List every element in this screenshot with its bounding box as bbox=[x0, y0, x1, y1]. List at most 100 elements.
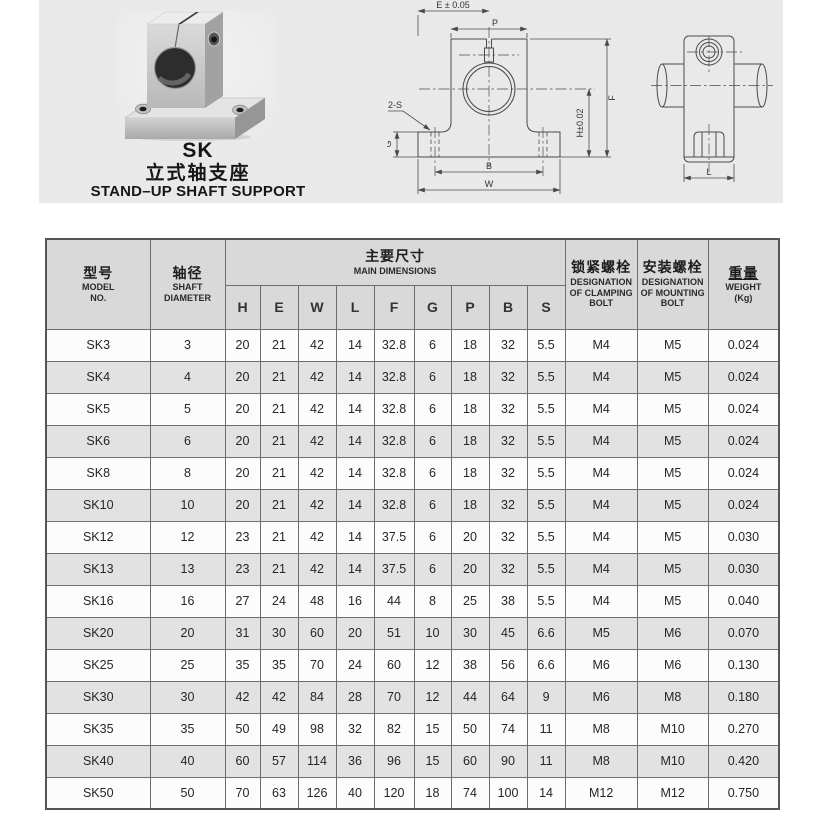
header-weight: 重量 WEIGHT (Kg) bbox=[707, 238, 780, 330]
cell-f: 32.8 bbox=[373, 456, 415, 490]
dim-label-p: P bbox=[492, 18, 498, 28]
cell-h: 20 bbox=[224, 424, 261, 458]
cell-f: 51 bbox=[373, 616, 415, 650]
cell-weight: 0.750 bbox=[707, 776, 780, 810]
header-dim-p: P bbox=[450, 284, 490, 330]
cell-s: 5.5 bbox=[526, 456, 566, 490]
cell-clamping-bolt: M5 bbox=[564, 616, 638, 650]
cell-w: 42 bbox=[297, 520, 337, 554]
cell-w: 48 bbox=[297, 584, 337, 618]
cell-p: 38 bbox=[450, 648, 490, 682]
cell-shaft-diameter: 4 bbox=[149, 360, 226, 394]
cell-clamping-bolt: M6 bbox=[564, 648, 638, 682]
cell-e: 49 bbox=[259, 712, 299, 746]
cell-l: 14 bbox=[335, 392, 375, 426]
cell-g: 15 bbox=[413, 712, 452, 746]
cell-s: 5.5 bbox=[526, 360, 566, 394]
cell-s: 5.5 bbox=[526, 328, 566, 362]
product-photo bbox=[117, 10, 277, 142]
cell-shaft-diameter: 3 bbox=[149, 328, 226, 362]
cell-g: 6 bbox=[413, 520, 452, 554]
cell-b: 32 bbox=[488, 520, 528, 554]
header-dim-w: W bbox=[297, 284, 337, 330]
cell-b: 38 bbox=[488, 584, 528, 618]
cell-p: 18 bbox=[450, 488, 490, 522]
cell-shaft-diameter: 10 bbox=[149, 488, 226, 522]
cell-mounting-bolt: M5 bbox=[636, 392, 709, 426]
table-row: SK50 50 70 63 126 40 120 18 74 100 14 M1… bbox=[45, 776, 780, 810]
cell-b: 74 bbox=[488, 712, 528, 746]
cell-s: 11 bbox=[526, 744, 566, 778]
cell-l: 16 bbox=[335, 584, 375, 618]
cell-h: 20 bbox=[224, 488, 261, 522]
cell-l: 14 bbox=[335, 456, 375, 490]
table-row: SK30 30 42 42 84 28 70 12 44 64 9 M6 M8 … bbox=[45, 680, 780, 714]
dim-label-h: H±0.02 bbox=[575, 109, 585, 138]
cell-model: SK35 bbox=[45, 712, 151, 746]
cell-b: 32 bbox=[488, 328, 528, 362]
cell-mounting-bolt: M10 bbox=[636, 712, 709, 746]
cell-s: 5.5 bbox=[526, 488, 566, 522]
cell-model: SK30 bbox=[45, 680, 151, 714]
cell-p: 18 bbox=[450, 360, 490, 394]
cell-h: 20 bbox=[224, 392, 261, 426]
cell-mounting-bolt: M5 bbox=[636, 456, 709, 490]
header-shaft-diameter: 轴径 SHAFT DIAMETER bbox=[149, 238, 226, 330]
cell-model: SK25 bbox=[45, 648, 151, 682]
cell-p: 25 bbox=[450, 584, 490, 618]
header-model: 型号 MODEL NO. bbox=[45, 238, 151, 330]
cell-w: 42 bbox=[297, 328, 337, 362]
cell-weight: 0.024 bbox=[707, 360, 780, 394]
cell-w: 70 bbox=[297, 648, 337, 682]
cell-e: 21 bbox=[259, 520, 299, 554]
header-clamping-bolt: 锁紧螺栓 DESIGNATION OF CLAMPING BOLT bbox=[564, 238, 638, 330]
header-dim-b: B bbox=[488, 284, 528, 330]
cell-weight: 0.024 bbox=[707, 456, 780, 490]
cell-clamping-bolt: M4 bbox=[564, 488, 638, 522]
product-title-block: SK 立式轴支座 STAND–UP SHAFT SUPPORT bbox=[78, 139, 318, 201]
cell-f: 32.8 bbox=[373, 392, 415, 426]
cell-h: 60 bbox=[224, 744, 261, 778]
cell-s: 5.5 bbox=[526, 520, 566, 554]
cell-l: 14 bbox=[335, 520, 375, 554]
cell-f: 120 bbox=[373, 776, 415, 810]
cell-g: 6 bbox=[413, 360, 452, 394]
cell-s: 9 bbox=[526, 680, 566, 714]
cell-h: 31 bbox=[224, 616, 261, 650]
cell-mounting-bolt: M12 bbox=[636, 776, 709, 810]
cell-b: 64 bbox=[488, 680, 528, 714]
cell-h: 42 bbox=[224, 680, 261, 714]
cell-w: 98 bbox=[297, 712, 337, 746]
cell-shaft-diameter: 13 bbox=[149, 552, 226, 586]
cell-model: SK5 bbox=[45, 392, 151, 426]
cell-clamping-bolt: M4 bbox=[564, 328, 638, 362]
cell-g: 18 bbox=[413, 776, 452, 810]
header-mounting-bolt: 安装螺栓 DESIGNATION OF MOUNTING BOLT bbox=[636, 238, 709, 330]
dim-label-f: F bbox=[607, 95, 617, 101]
side-view-outline bbox=[656, 35, 768, 163]
cell-f: 32.8 bbox=[373, 328, 415, 362]
cell-e: 30 bbox=[259, 616, 299, 650]
cell-weight: 0.024 bbox=[707, 488, 780, 522]
cell-model: SK16 bbox=[45, 584, 151, 618]
table-row: SK6 6 20 21 42 14 32.8 6 18 32 5.5 M4 M5… bbox=[45, 424, 780, 458]
cell-mounting-bolt: M5 bbox=[636, 488, 709, 522]
cell-l: 20 bbox=[335, 616, 375, 650]
cell-f: 37.5 bbox=[373, 552, 415, 586]
cell-weight: 0.040 bbox=[707, 584, 780, 618]
table-row: SK35 35 50 49 98 32 82 15 50 74 11 M8 M1… bbox=[45, 712, 780, 746]
cell-shaft-diameter: 30 bbox=[149, 680, 226, 714]
cell-l: 14 bbox=[335, 552, 375, 586]
cell-mounting-bolt: M10 bbox=[636, 744, 709, 778]
header-dim-f: F bbox=[373, 284, 415, 330]
cell-w: 42 bbox=[297, 360, 337, 394]
cell-clamping-bolt: M4 bbox=[564, 392, 638, 426]
cell-w: 42 bbox=[297, 424, 337, 458]
cell-g: 6 bbox=[413, 456, 452, 490]
cell-w: 42 bbox=[297, 456, 337, 490]
cell-p: 50 bbox=[450, 712, 490, 746]
cell-p: 30 bbox=[450, 616, 490, 650]
cell-model: SK50 bbox=[45, 776, 151, 810]
cell-e: 35 bbox=[259, 648, 299, 682]
dim-label-2s: 2-S bbox=[388, 100, 402, 110]
